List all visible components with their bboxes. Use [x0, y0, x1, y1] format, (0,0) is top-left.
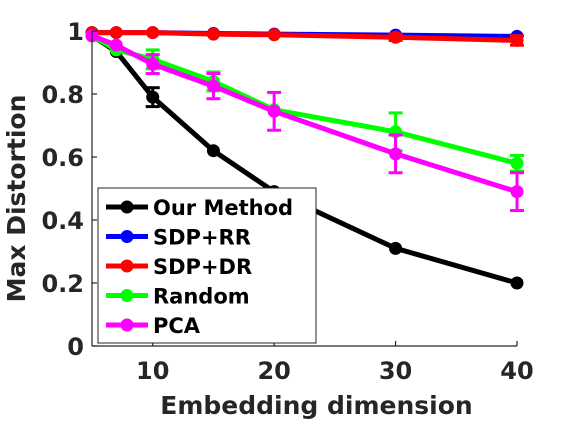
legend-swatch-marker: [120, 200, 134, 214]
y-tick-label: 0.8: [41, 81, 84, 109]
x-tick-label: 20: [257, 357, 290, 385]
data-point: [146, 90, 160, 104]
legend-label: Our Method: [153, 196, 293, 220]
legend-label: SDP+DR: [153, 255, 252, 279]
series-pca: [85, 29, 524, 213]
legend: Our Method SDP+RR SDP+DR Random PCA: [97, 187, 317, 344]
x-axis: 10 20 30 40: [92, 341, 534, 385]
y-tick-label: 0.4: [41, 207, 84, 235]
y-tick-label: 0.6: [41, 144, 84, 172]
x-tick-label: 30: [379, 357, 412, 385]
series-sdp-dr: [85, 26, 524, 47]
y-axis-title: Max Distortion: [2, 95, 31, 303]
plot-lines: [85, 26, 524, 290]
data-point: [206, 144, 220, 158]
data-point: [389, 147, 403, 161]
y-tick-label: 0: [67, 333, 84, 361]
legend-swatch-marker: [120, 259, 134, 273]
data-point: [109, 26, 123, 40]
y-tick-label: 0.2: [41, 270, 84, 298]
data-point: [267, 28, 281, 42]
data-point: [510, 185, 524, 199]
x-axis-title: Embedding dimension: [160, 391, 472, 420]
legend-swatch-marker: [120, 289, 134, 302]
data-point: [146, 57, 160, 71]
data-point: [267, 104, 281, 118]
y-tick-label: 1: [67, 18, 84, 46]
data-point: [510, 33, 524, 47]
data-point: [206, 27, 220, 41]
legend-label: SDP+RR: [153, 226, 251, 250]
legend-swatch-marker: [120, 230, 134, 243]
data-point: [206, 79, 220, 93]
legend-label: Random: [153, 285, 250, 309]
data-point: [146, 26, 160, 40]
data-point: [510, 276, 524, 290]
data-point: [109, 38, 123, 52]
data-point: [389, 241, 403, 255]
data-point: [510, 156, 524, 170]
legend-swatch-marker: [120, 318, 134, 332]
y-axis: 0 0.2 0.4 0.6 0.8 1: [41, 18, 97, 361]
x-tick-label: 40: [500, 357, 533, 385]
data-point: [389, 30, 403, 44]
x-tick-label: 10: [136, 357, 169, 385]
legend-label: PCA: [153, 314, 201, 338]
